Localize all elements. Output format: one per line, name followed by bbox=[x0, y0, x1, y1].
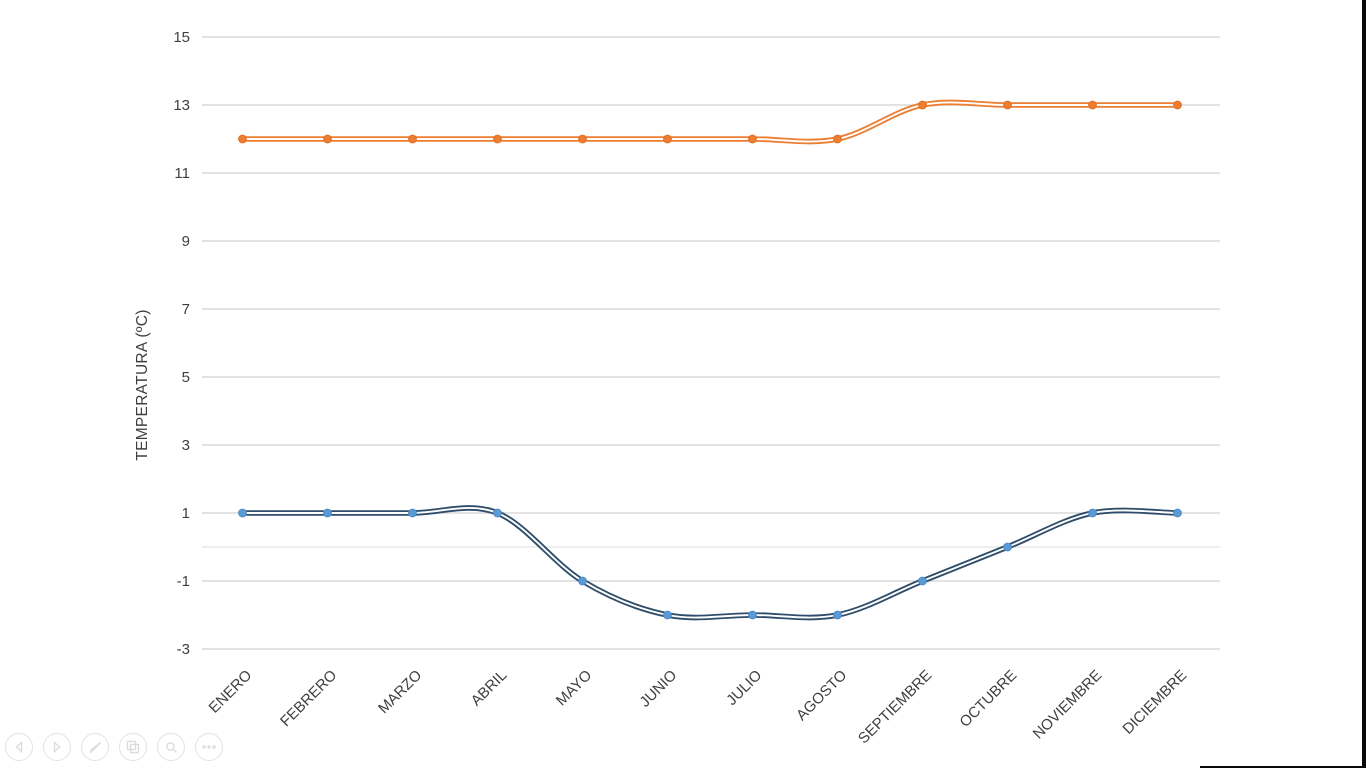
blue-series-marker bbox=[408, 508, 417, 518]
chevron-left-icon bbox=[15, 741, 23, 753]
x-tick-label: FEBRERO bbox=[277, 667, 340, 730]
orange-series-marker bbox=[408, 134, 417, 144]
y-tick-label: -3 bbox=[177, 641, 190, 658]
orange-series-marker bbox=[1003, 100, 1012, 110]
chevron-right-icon bbox=[53, 741, 61, 753]
y-tick-label: 13 bbox=[173, 97, 190, 114]
blue-series-line bbox=[239, 505, 1181, 621]
orange-series-marker bbox=[1173, 100, 1182, 110]
x-tick-label: ENERO bbox=[206, 667, 256, 717]
x-tick-label: MARZO bbox=[375, 667, 425, 717]
more-options-button[interactable] bbox=[195, 733, 223, 761]
y-tick-label: 15 bbox=[173, 29, 190, 46]
x-tick-label: JUNIO bbox=[636, 667, 680, 711]
x-tick-label: OCTUBRE bbox=[956, 667, 1020, 731]
x-tick-label: ABRIL bbox=[468, 667, 511, 710]
y-tick-label: -1 bbox=[177, 573, 190, 590]
blue-series-marker bbox=[578, 576, 587, 586]
orange-series-marker bbox=[918, 100, 927, 110]
blue-series-marker bbox=[1003, 542, 1012, 552]
blue-series-marker bbox=[493, 508, 502, 518]
blue-series-marker bbox=[748, 610, 757, 620]
blue-series-marker bbox=[323, 508, 332, 518]
y-tick-label: 3 bbox=[182, 437, 190, 454]
orange-series-marker bbox=[323, 134, 332, 144]
blue-series-marker bbox=[663, 610, 672, 620]
x-tick-label: SEPTIEMBRE bbox=[855, 667, 935, 747]
orange-series-marker bbox=[1088, 100, 1097, 110]
blue-series-marker bbox=[918, 576, 927, 586]
see-all-slides-button[interactable] bbox=[119, 733, 147, 761]
screen-bottom-edge bbox=[1200, 766, 1366, 768]
orange-series-marker bbox=[238, 134, 247, 144]
blue-series-marker bbox=[833, 610, 842, 620]
blue-series-marker bbox=[238, 508, 247, 518]
ellipsis-icon bbox=[202, 745, 216, 749]
y-tick-label: 1 bbox=[182, 505, 190, 522]
pen-icon bbox=[89, 741, 101, 754]
orange-series-marker bbox=[663, 134, 672, 144]
y-tick-label: 7 bbox=[182, 301, 190, 318]
orange-series-marker bbox=[578, 134, 587, 144]
slides-grid-icon bbox=[126, 740, 140, 754]
blue-series-marker bbox=[1173, 508, 1182, 518]
orange-series-marker bbox=[833, 134, 842, 144]
slideshow-controls bbox=[5, 733, 223, 761]
orange-series-line-core bbox=[241, 101, 1179, 143]
blue-series-marker bbox=[1088, 508, 1097, 518]
y-axis-title: TEMPERATURA (ºC) bbox=[134, 309, 151, 460]
blue-series-line-core bbox=[241, 507, 1179, 619]
orange-series-line bbox=[239, 99, 1181, 145]
previous-slide-button[interactable] bbox=[5, 733, 33, 761]
magnifier-icon bbox=[165, 741, 177, 753]
next-slide-button[interactable] bbox=[43, 733, 71, 761]
pen-button[interactable] bbox=[81, 733, 109, 761]
y-tick-label: 11 bbox=[174, 165, 190, 182]
y-tick-label: 9 bbox=[182, 233, 190, 250]
x-tick-label: MAYO bbox=[553, 667, 595, 709]
x-tick-label: DICIEMBRE bbox=[1119, 667, 1190, 738]
x-tick-label: NOVIEMBRE bbox=[1030, 667, 1106, 743]
x-tick-label: JULIO bbox=[723, 667, 765, 709]
y-tick-label: 5 bbox=[182, 369, 190, 386]
orange-series-marker bbox=[493, 134, 502, 144]
screen-right-edge bbox=[1362, 0, 1366, 768]
x-tick-label: AGOSTO bbox=[793, 667, 850, 724]
orange-series-marker bbox=[748, 134, 757, 144]
zoom-button[interactable] bbox=[157, 733, 185, 761]
